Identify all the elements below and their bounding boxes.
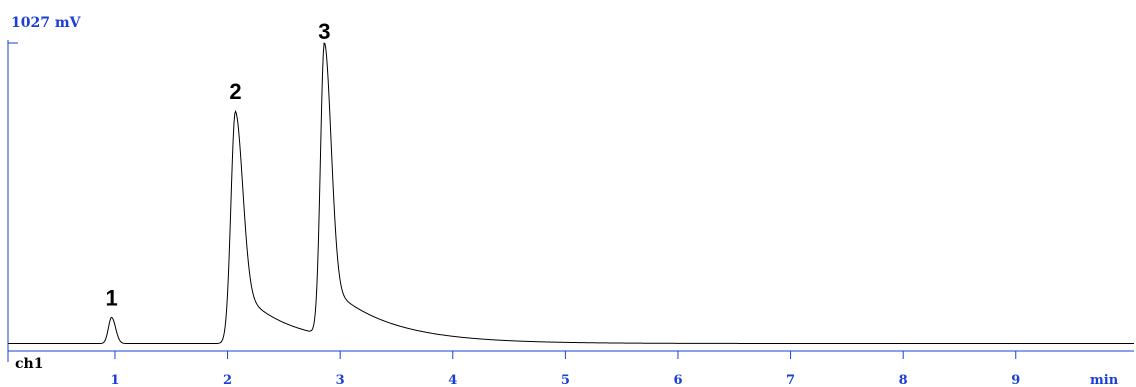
x-unit-label: min	[1090, 373, 1119, 387]
peak-label: 3	[318, 19, 330, 44]
axes	[7, 40, 1134, 362]
peak-labels: 1 2 3	[105, 19, 330, 310]
x-tick-label: 1	[110, 373, 119, 387]
y-max-label: 1027 mV	[11, 15, 82, 31]
x-tick-label: 4	[448, 373, 457, 387]
chromatogram-trace	[8, 42, 1134, 344]
peak-label: 2	[229, 79, 241, 104]
channel-label: ch1	[15, 356, 43, 372]
x-tick-label: 5	[561, 373, 570, 387]
x-tick-label: 8	[899, 373, 908, 387]
x-tick-label: 9	[1011, 373, 1020, 387]
x-tick-label: 3	[336, 373, 345, 387]
x-tick-label: 7	[786, 373, 795, 387]
x-ticks: 1 2 3 4 5 6 7 8 9	[110, 351, 1020, 387]
x-tick-label: 6	[673, 373, 682, 387]
peak-label: 1	[105, 285, 117, 310]
x-tick-label: 2	[223, 373, 232, 387]
